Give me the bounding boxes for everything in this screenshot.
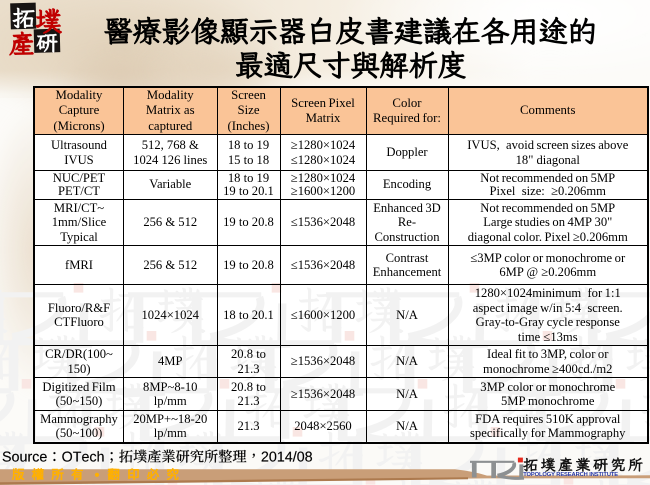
svg-text:TOPOLOGY RESEARCH INSTITUTE: TOPOLOGY RESEARCH INSTITUTE — [523, 472, 618, 478]
